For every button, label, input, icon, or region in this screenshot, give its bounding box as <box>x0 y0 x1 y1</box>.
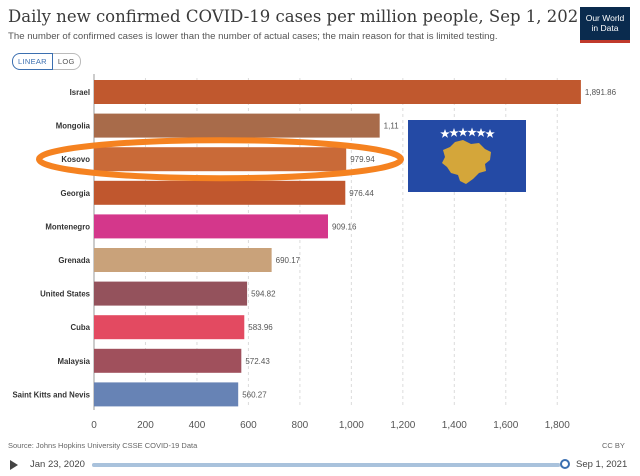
x-tick-label: 1,400 <box>442 420 467 431</box>
bar <box>94 281 248 306</box>
flag-star <box>476 128 486 137</box>
bar-chart: 0 200 400 600 800 1,000 1,200 1,400 1,600 1,800 Is… <box>12 74 617 431</box>
value-label: 594.82 <box>251 290 276 299</box>
category-label: Kosovo <box>61 155 90 164</box>
value-label: 560.27 <box>242 390 267 399</box>
value-label: 583.96 <box>248 323 273 332</box>
category-label: United States <box>40 290 90 299</box>
value-label: 690.17 <box>276 256 301 265</box>
bar <box>94 113 380 138</box>
linear-scale-button[interactable]: LINEAR <box>12 53 53 70</box>
bar <box>94 180 346 205</box>
logo-line-2: in Data <box>591 23 619 33</box>
kosovo-map-emblem <box>442 140 491 184</box>
timeline-start-date: Jan 23, 2020 <box>30 459 85 470</box>
timeline: Jan 23, 2020 Sep 1, 2021 <box>0 455 640 476</box>
chart-title: Daily new confirmed COVID-19 cases per m… <box>8 7 589 26</box>
flag-star <box>458 127 468 137</box>
category-label: Malaysia <box>57 357 90 366</box>
value-label: 979.94 <box>350 155 375 164</box>
flag-star <box>449 128 459 137</box>
owid-logo[interactable]: Our World in Data <box>580 7 630 43</box>
category-label: Saint Kitts and Nevis <box>12 390 90 399</box>
highlight-ellipse <box>36 137 404 182</box>
x-tick-label: 600 <box>240 420 257 431</box>
value-label: 1,11 <box>384 122 400 131</box>
flag-stars <box>440 127 495 138</box>
x-tick-label: 1,600 <box>493 420 518 431</box>
play-icon[interactable] <box>10 460 18 470</box>
chart-subtitle: The number of confirmed cases is lower t… <box>8 31 498 42</box>
timeline-end-date: Sep 1, 2021 <box>576 459 628 470</box>
license-link[interactable]: CC BY <box>602 441 625 450</box>
log-scale-button[interactable]: LOG <box>52 53 81 70</box>
bar <box>94 147 347 172</box>
logo-line-1: Our World <box>585 13 625 23</box>
bar <box>94 348 242 373</box>
value-label: 572.43 <box>245 357 270 366</box>
category-label: Georgia <box>61 189 91 198</box>
bar <box>94 214 328 239</box>
value-label: 1,891.86 <box>585 88 617 97</box>
bar <box>94 248 272 272</box>
bar <box>94 315 245 340</box>
flag-star <box>467 127 477 137</box>
category-label: Israel <box>70 88 90 97</box>
value-label: 909.16 <box>332 222 357 231</box>
value-label: 976.44 <box>349 189 374 198</box>
category-label: Cuba <box>71 323 91 332</box>
x-tick-label: 1,000 <box>339 420 364 431</box>
category-label: Montenegro <box>45 222 90 231</box>
scale-toggle: LINEAR LOG <box>12 53 81 70</box>
x-tick-label: 1,200 <box>390 420 415 431</box>
x-tick-label: 800 <box>292 420 309 431</box>
x-tick-label: 1,800 <box>545 420 570 431</box>
category-label: Mongolia <box>56 122 91 131</box>
flag-star <box>485 129 495 138</box>
flag-star <box>440 129 450 138</box>
x-tick-label: 0 <box>91 420 97 431</box>
bar <box>94 382 239 407</box>
timeline-handle[interactable] <box>560 459 570 469</box>
bar <box>94 80 581 104</box>
timeline-fill <box>92 463 560 467</box>
timeline-track[interactable] <box>92 463 564 467</box>
category-label: Grenada <box>58 256 90 265</box>
x-tick-label: 200 <box>137 420 154 431</box>
x-tick-label: 400 <box>189 420 206 431</box>
source-note: Source: Johns Hopkins University CSSE CO… <box>8 441 198 450</box>
